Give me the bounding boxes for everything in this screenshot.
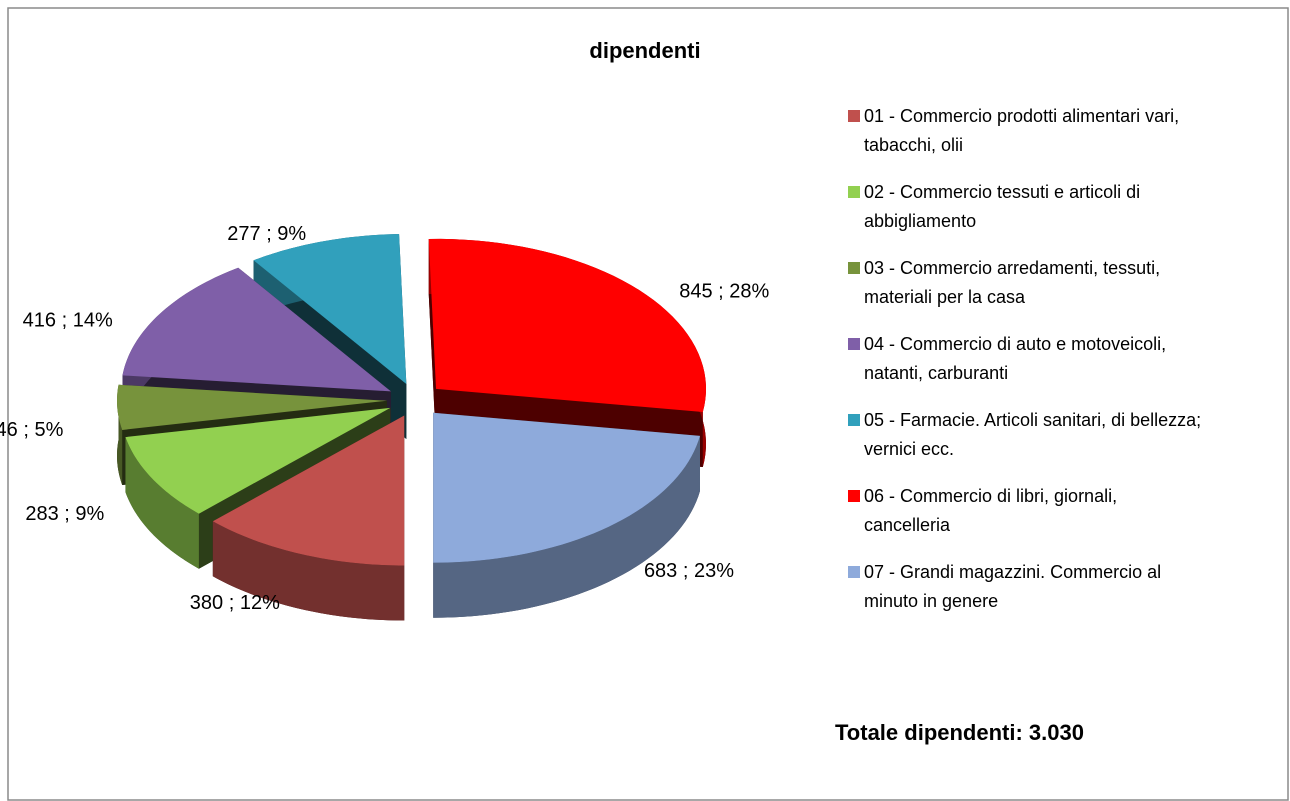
data-label: 277 ; 9%: [227, 223, 306, 245]
legend-item: 03 - Commercio arredamenti, tessuti, mat…: [848, 254, 1208, 312]
legend-swatch: [848, 338, 860, 350]
data-label: 146 ; 5%: [0, 419, 64, 441]
legend-swatch: [848, 186, 860, 198]
legend-swatch: [848, 566, 860, 578]
slice: [433, 412, 700, 618]
data-label: 683 ; 23%: [644, 560, 734, 582]
frame: [7, 7, 1289, 801]
slice: [117, 384, 388, 430]
slice: [212, 415, 405, 566]
legend: 01 - Commercio prodotti alimentari vari,…: [848, 102, 1208, 634]
slice: [125, 407, 391, 514]
slice-side: [125, 437, 199, 569]
data-label: 380 ; 12%: [190, 592, 280, 614]
slice: [212, 415, 405, 621]
legend-label: 02 - Commercio tessuti e articoli di abb…: [864, 182, 1141, 231]
legend-item: 01 - Commercio prodotti alimentari vari,…: [848, 102, 1208, 160]
slice: [433, 412, 700, 563]
legend-label: 06 - Commercio di libri, giornali, cance…: [864, 486, 1118, 535]
legend-item: 02 - Commercio tessuti e articoli di abb…: [848, 178, 1208, 236]
legend-swatch: [848, 110, 860, 122]
legend-swatch: [848, 414, 860, 426]
legend-label: 04 - Commercio di auto e motoveicoli, na…: [864, 334, 1167, 383]
legend-item: 04 - Commercio di auto e motoveicoli, na…: [848, 330, 1208, 388]
legend-label: 05 - Farmacie. Articoli sanitari, di bel…: [864, 410, 1202, 459]
slice: [253, 234, 407, 385]
legend-swatch: [848, 262, 860, 274]
data-label: 845 ; 28%: [679, 280, 769, 302]
slice: [122, 267, 391, 392]
legend-item: 07 - Grandi magazzini. Commercio al minu…: [848, 558, 1208, 616]
slice: [428, 238, 706, 412]
legend-label: 07 - Grandi magazzini. Commercio al minu…: [864, 562, 1162, 611]
annotation: Totale dipendenti: 3.030: [835, 720, 1084, 745]
legend-label: 01 - Commercio prodotti alimentari vari,…: [864, 106, 1180, 155]
legend-swatch: [848, 490, 860, 502]
slice-side: [433, 435, 700, 618]
slice-side: [212, 521, 405, 621]
data-label: 283 ; 9%: [25, 503, 104, 525]
legend-item: 05 - Farmacie. Articoli sanitari, di bel…: [848, 406, 1208, 464]
data-label: 416 ; 14%: [23, 309, 113, 331]
legend-label: 03 - Commercio arredamenti, tessuti, mat…: [864, 258, 1161, 307]
chart-title: dipendenti: [589, 38, 701, 63]
legend-item: 06 - Commercio di libri, giornali, cance…: [848, 482, 1208, 540]
